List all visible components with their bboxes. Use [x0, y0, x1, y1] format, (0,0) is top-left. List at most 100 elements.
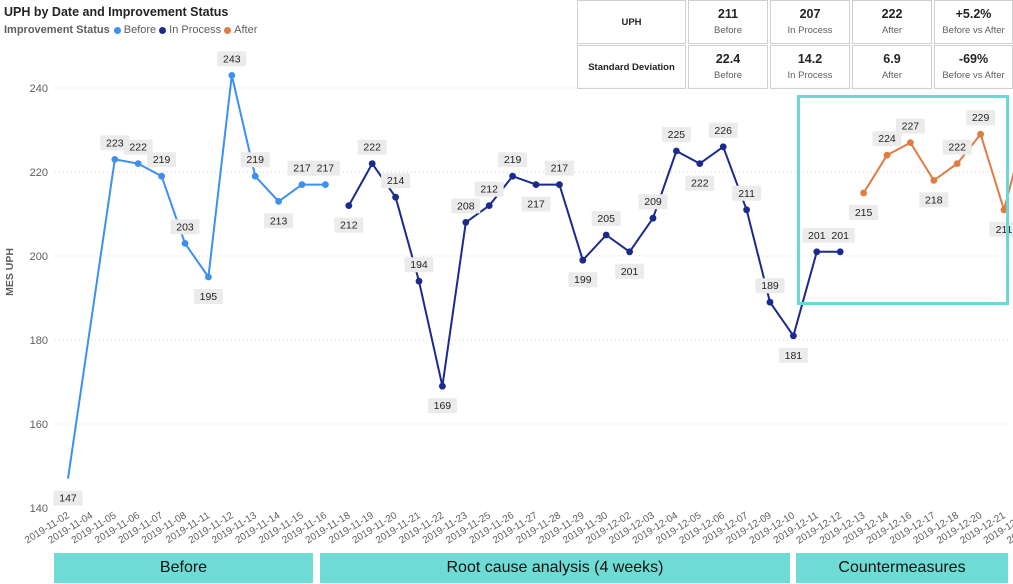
data-label-bg [755, 278, 785, 294]
stats-row-label-text: Standard Deviation [588, 61, 675, 73]
data-label: 243 [217, 51, 247, 67]
data-label-bg [685, 175, 715, 191]
data-point[interactable] [977, 130, 984, 138]
legend-item-in-process[interactable]: In Process [159, 24, 221, 36]
data-label-text: 147 [59, 493, 77, 505]
data-point[interactable] [228, 72, 236, 79]
data-label-text: 222 [363, 142, 381, 154]
y-tick-label: 180 [30, 335, 48, 347]
data-label-bg [521, 196, 551, 212]
data-point[interactable] [649, 214, 657, 222]
stats-cell: 211 Before [688, 0, 768, 44]
data-point[interactable] [415, 277, 423, 285]
series-lines [67, 72, 1013, 479]
data-point[interactable] [205, 273, 212, 281]
data-point[interactable] [766, 298, 774, 306]
data-label: 213 [264, 213, 294, 229]
data-label-text: 227 [902, 121, 920, 133]
data-point[interactable] [532, 181, 540, 189]
data-label-text: 211 [738, 188, 755, 200]
stats-sub: Before vs After [942, 70, 1005, 81]
data-label: 222 [685, 175, 715, 191]
data-point[interactable] [439, 382, 446, 390]
stats-value: 14.2 [797, 52, 823, 66]
data-point[interactable] [485, 202, 493, 210]
data-point[interactable] [860, 189, 867, 197]
data-point[interactable] [322, 181, 329, 189]
data-label-bg [802, 227, 832, 243]
data-label-text: 218 [925, 194, 943, 206]
data-label-text: 215 [855, 207, 873, 219]
data-point[interactable] [579, 256, 587, 264]
data-point[interactable] [111, 156, 119, 163]
data-point[interactable] [298, 181, 306, 189]
data-point[interactable] [790, 332, 797, 340]
data-point[interactable] [1000, 206, 1008, 214]
data-label: 169 [427, 398, 457, 414]
y-tick-label: 200 [30, 251, 48, 263]
data-point[interactable] [836, 248, 844, 256]
data-label: 203 [170, 219, 200, 235]
data-point[interactable] [907, 139, 914, 147]
data-labels: 147 223 222 219 203 195 243 219 213 217 217 212 222 2… [53, 51, 1013, 506]
legend-item-after[interactable]: After [224, 24, 257, 36]
data-point[interactable] [602, 231, 610, 239]
data-label-bg [474, 181, 504, 197]
data-label: 222 [123, 139, 153, 155]
data-label: 217 [287, 160, 317, 176]
data-label: 209 [638, 194, 668, 210]
data-label-text: 219 [246, 154, 264, 166]
data-point[interactable] [953, 160, 961, 168]
band-root-cause: Root cause analysis (4 weeks) [320, 553, 790, 583]
data-label: 222 [357, 139, 387, 155]
data-point[interactable] [181, 240, 189, 247]
legend-label-after: After [234, 24, 258, 36]
gridlines [55, 87, 1008, 425]
stats-cell: 207 In Process [770, 0, 850, 44]
data-label-bg [498, 152, 528, 168]
data-point[interactable] [368, 160, 376, 168]
data-label-bg [638, 194, 668, 210]
data-label-bg [872, 131, 902, 147]
data-label-text: 212 [480, 184, 498, 196]
data-point[interactable] [251, 172, 259, 180]
data-point[interactable] [930, 177, 938, 184]
data-point[interactable] [673, 147, 680, 155]
legend-item-before[interactable]: Before [113, 24, 156, 36]
stats-sub: After [881, 25, 903, 36]
data-label: 215 [849, 205, 879, 220]
data-label-text: 219 [504, 154, 522, 166]
data-point[interactable] [626, 248, 633, 256]
data-point[interactable] [462, 219, 470, 226]
data-point[interactable] [158, 172, 166, 180]
data-label-bg [287, 160, 317, 176]
data-point[interactable] [345, 202, 353, 210]
data-label-text: 201 [621, 266, 639, 278]
data-label: 147 [53, 490, 83, 506]
data-point[interactable] [556, 181, 563, 189]
data-label: 227 [895, 118, 925, 134]
data-point[interactable] [275, 198, 282, 205]
stats-sub: Before vs After [942, 25, 1005, 36]
data-point[interactable] [392, 193, 399, 201]
data-label: 226 [708, 122, 738, 138]
data-point[interactable] [696, 160, 704, 168]
data-label-bg [568, 272, 598, 288]
stats-sub: After [881, 70, 903, 81]
data-point[interactable] [883, 151, 891, 159]
data-label-bg [53, 490, 83, 506]
stats-cell: 22.4 Before [688, 45, 768, 89]
data-point[interactable] [134, 160, 142, 168]
data-label: 225 [661, 127, 691, 142]
y-tick-label: 240 [30, 83, 48, 95]
data-point[interactable] [719, 143, 727, 151]
data-label-text: 219 [153, 154, 171, 166]
data-point[interactable] [743, 206, 750, 214]
data-label: 212 [474, 181, 504, 197]
data-point[interactable] [813, 248, 821, 256]
data-label: 217 [544, 160, 574, 176]
stats-cell: 6.9 After [852, 45, 932, 89]
data-label: 212 [334, 217, 364, 233]
data-point[interactable] [509, 172, 516, 180]
data-label-text: 209 [644, 196, 662, 208]
